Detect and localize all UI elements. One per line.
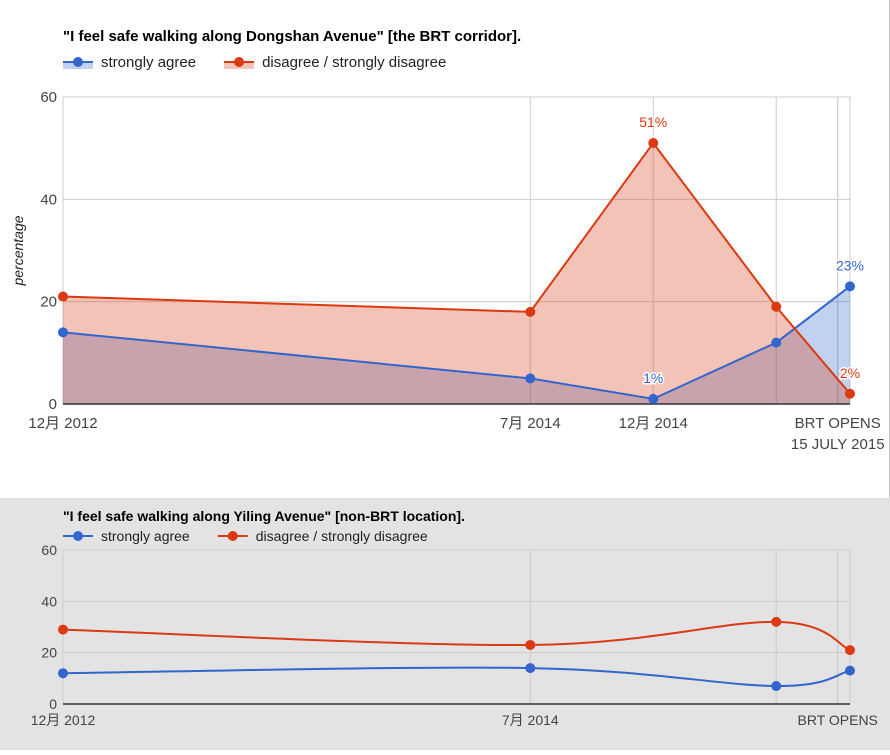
x-tick-sublabel: 15 JULY 2015 [791,436,885,453]
y-tick-label: 20 [40,294,57,311]
legend-marker-1 [227,531,238,541]
data-point-0-0 [58,327,68,338]
data-label: 2% [840,365,860,381]
legend-marker-0 [73,531,83,541]
x-tick-label: 12月 2012 [31,712,96,728]
legend-label-1: disagree / strongly disagree [256,528,428,544]
chart-dongshan: "I feel safe walking along Dongshan Aven… [10,28,885,453]
data-point-1-4 [845,388,855,399]
series-area-1 [63,143,850,405]
data-point-0-0 [58,668,68,679]
data-point-0-3 [845,665,855,676]
data-point-1-3 [845,645,855,656]
chart-yiling: "I feel safe walking along Yiling Avenue… [31,508,878,728]
data-point-1-3 [771,301,782,312]
y-axis-title: percentage [10,215,26,286]
data-point-1-0 [58,291,68,302]
chart-title: "I feel safe walking along Yiling Avenue… [63,508,465,524]
x-tick-label: 12月 2012 [28,415,97,432]
x-tick-label: BRT OPENS [795,415,881,432]
y-tick-label: 0 [49,396,57,413]
x-tick-label: 7月 2014 [500,415,561,432]
data-point-1-2 [648,138,659,149]
data-point-0-1 [525,663,536,674]
series-area-0 [63,286,850,404]
series-line-0 [62,666,851,688]
data-point-1-1 [525,639,536,650]
chart-panel-yiling: "I feel safe walking along Yiling Avenue… [0,498,890,750]
data-label: 51% [639,114,667,130]
x-tick-label: 7月 2014 [502,712,559,728]
y-tick-label: 60 [40,89,57,106]
y-tick-label: 40 [41,593,57,609]
data-point-0-3 [771,337,782,348]
legend-label-1: disagree / strongly disagree [262,54,446,71]
x-tick-label: 12月 2014 [619,415,688,432]
data-point-1-1 [525,306,536,317]
data-point-0-2 [771,681,782,692]
x-tick-label: BRT OPENS [798,712,878,728]
data-point-1-0 [58,624,68,635]
chart-panel-dongshan: "I feel safe walking along Dongshan Aven… [10,0,890,498]
data-point-1-2 [771,616,782,627]
data-label: 1% [643,370,663,386]
data-label: 23% [836,257,864,273]
plot-frame [62,549,851,705]
chart-title: "I feel safe walking along Dongshan Aven… [63,28,521,45]
data-point-0-4 [845,281,855,292]
data-point-0-2 [648,393,659,404]
legend-marker-1 [234,57,245,67]
y-tick-label: 40 [40,191,57,208]
y-tick-label: 0 [49,696,57,712]
series-line-1 [62,620,851,652]
legend-marker-0 [73,57,83,67]
legend-label-0: strongly agree [101,54,196,71]
y-tick-label: 60 [41,542,57,558]
legend-label-0: strongly agree [101,528,190,544]
data-point-0-1 [525,373,536,384]
y-tick-label: 20 [41,645,57,661]
